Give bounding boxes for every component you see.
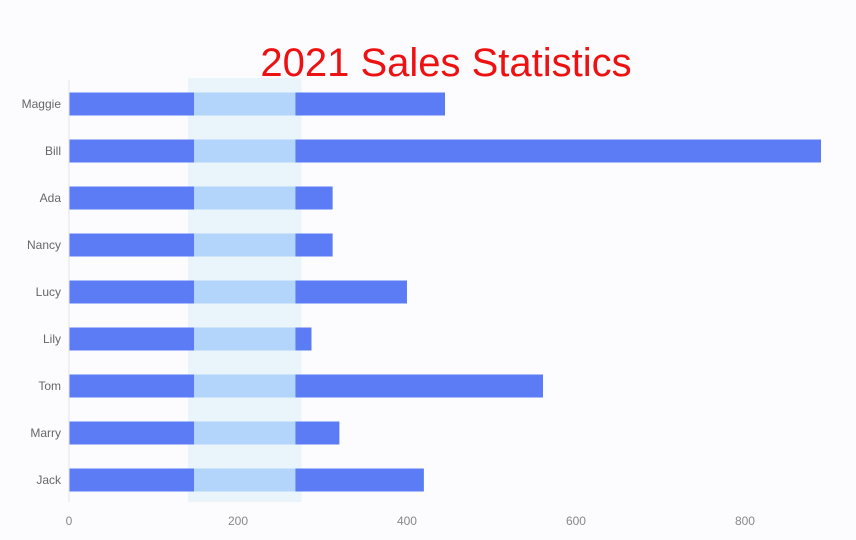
x-tick-label: 0: [66, 514, 73, 528]
category-label: Tom: [38, 379, 61, 393]
bar-highlight-nancy: [194, 233, 296, 257]
bar-highlight-lily: [194, 327, 296, 351]
category-label: Ada: [40, 191, 62, 205]
bar-highlight-marry: [194, 421, 296, 445]
bar-highlight-ada: [194, 186, 296, 210]
category-label: Lily: [43, 332, 61, 346]
category-label: Nancy: [27, 238, 61, 252]
chart-title: 2021 Sales Statistics: [260, 41, 631, 85]
x-tick-label: 400: [397, 514, 417, 528]
x-tick-label: 800: [735, 514, 755, 528]
bar-highlight-bill: [194, 139, 296, 163]
bar-bill[interactable]: [69, 139, 821, 163]
bar-tom[interactable]: [69, 374, 544, 398]
x-tick-label: 200: [228, 514, 248, 528]
bar-highlight-jack: [194, 468, 296, 492]
x-tick-label: 600: [566, 514, 586, 528]
bar-highlight-tom: [194, 374, 296, 398]
bar-highlight-maggie: [194, 92, 296, 116]
bar-highlight-lucy: [194, 280, 296, 304]
category-label: Lucy: [36, 285, 61, 299]
category-label: Jack: [36, 473, 62, 487]
category-label: Bill: [45, 144, 61, 158]
category-label: Maggie: [22, 97, 62, 111]
category-label: Marry: [30, 426, 61, 440]
